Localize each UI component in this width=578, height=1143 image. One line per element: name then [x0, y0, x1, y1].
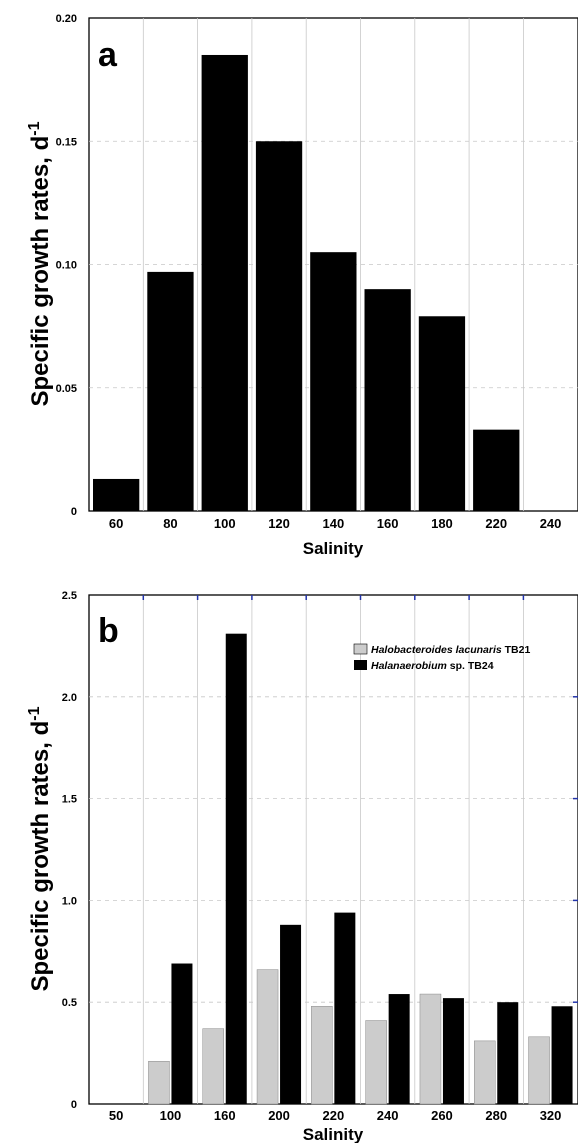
panel-b-plot-frame [88, 594, 578, 1105]
bar [364, 289, 411, 511]
bar [201, 54, 248, 511]
x-tick-label: 200 [268, 1108, 290, 1123]
legend-label-series-2: Halanaerobium sp. TB24 [371, 660, 494, 672]
x-tick-label: 320 [540, 1108, 562, 1123]
y-tick-label: 2.5 [62, 590, 77, 602]
legend-swatch-series-1 [353, 643, 368, 655]
panel-a-bars [93, 54, 520, 512]
bar-series-1 [202, 1028, 224, 1105]
panel-a-chart: 0 0.05 0.10 0.15 0.20 60 80 100 120 140 160 180 220… [26, 13, 578, 558]
bar-series-1 [256, 969, 279, 1105]
y-tick-label: 0.20 [56, 13, 77, 25]
y-tick-label: 0.15 [56, 136, 77, 148]
bar-series-2 [497, 1002, 519, 1104]
panel-b-y-axis-label-superscript: -1 [26, 706, 43, 720]
legend-swatch-series-2 [354, 660, 367, 670]
panel-a-letter: a [98, 36, 118, 74]
bar [310, 252, 357, 512]
x-tick-label: 220 [322, 1108, 344, 1123]
x-tick-label: 100 [214, 516, 236, 531]
bar-series-2 [280, 924, 302, 1104]
panel-b-bars [148, 633, 573, 1105]
panel-b-y-axis-label: Specific growth rates, d-1 [26, 706, 54, 991]
y-tick-label: 0.5 [62, 997, 77, 1009]
y-tick-label: 0 [71, 506, 77, 518]
bar-series-2 [442, 998, 464, 1104]
panel-a-x-ticks: 60 80 100 120 140 160 180 220 240 [109, 516, 561, 531]
bar-series-2 [551, 1006, 573, 1104]
x-tick-label: 180 [431, 516, 453, 531]
bar-series-1 [474, 1040, 496, 1105]
bar-series-1 [419, 993, 442, 1105]
panel-b-letter: b [98, 612, 119, 650]
panel-a-y-ticks: 0 0.05 0.10 0.15 0.20 [56, 13, 77, 518]
bar [255, 141, 303, 511]
bar-series-2 [388, 994, 410, 1104]
panel-b-x-ticks: 50 100 160 200 220 240 260 280 320 [109, 1108, 561, 1123]
bar-series-2 [171, 963, 193, 1104]
y-tick-label: 0.05 [56, 383, 77, 395]
x-tick-label: 160 [377, 516, 399, 531]
x-tick-label: 240 [377, 1108, 399, 1123]
x-tick-label: 80 [163, 516, 177, 531]
panel-b-x-axis-label: Salinity [303, 1125, 364, 1143]
y-tick-label: 0 [71, 1099, 77, 1111]
panel-b-chart: 0 0.5 1.0 1.5 2.0 2.5 50 100 160 200 220 240 260 280… [26, 590, 578, 1143]
bar [147, 271, 194, 511]
panel-b-grid [89, 595, 578, 1104]
panel-a-y-axis-label-superscript: -1 [26, 121, 43, 135]
legend-label-series-1: Halobacteroides lacunaris TB21 [371, 644, 530, 656]
panel-b-y-ticks: 0 0.5 1.0 1.5 2.0 2.5 [62, 590, 77, 1111]
bar-series-1 [311, 1006, 333, 1105]
x-tick-label: 120 [268, 516, 290, 531]
panel-a-y-axis-label: Specific growth rates, d-1 [26, 121, 54, 406]
y-tick-label: 0.10 [56, 260, 77, 272]
y-tick-label: 1.0 [62, 895, 77, 907]
x-tick-label: 50 [109, 1108, 123, 1123]
x-tick-label: 220 [485, 516, 507, 531]
bar [418, 316, 466, 511]
bar-series-1 [148, 1060, 170, 1105]
bar-series-1 [528, 1036, 550, 1105]
panel-a-x-axis-label: Salinity [303, 539, 364, 558]
bar-series-2 [225, 633, 247, 1104]
bar-series-1 [365, 1020, 387, 1105]
bar-series-2 [334, 912, 356, 1104]
x-tick-label: 140 [322, 516, 344, 531]
x-tick-label: 60 [109, 516, 123, 531]
panel-b-legend: Halobacteroides lacunaris TB21 Halanaero… [353, 643, 530, 672]
x-tick-label: 100 [160, 1108, 182, 1123]
bar [473, 429, 520, 511]
bar [93, 478, 140, 511]
x-tick-label: 280 [485, 1108, 507, 1123]
x-tick-label: 260 [431, 1108, 453, 1123]
x-tick-label: 160 [214, 1108, 236, 1123]
x-tick-label: 240 [540, 516, 562, 531]
y-tick-label: 2.0 [62, 692, 77, 704]
y-tick-label: 1.5 [62, 794, 77, 806]
